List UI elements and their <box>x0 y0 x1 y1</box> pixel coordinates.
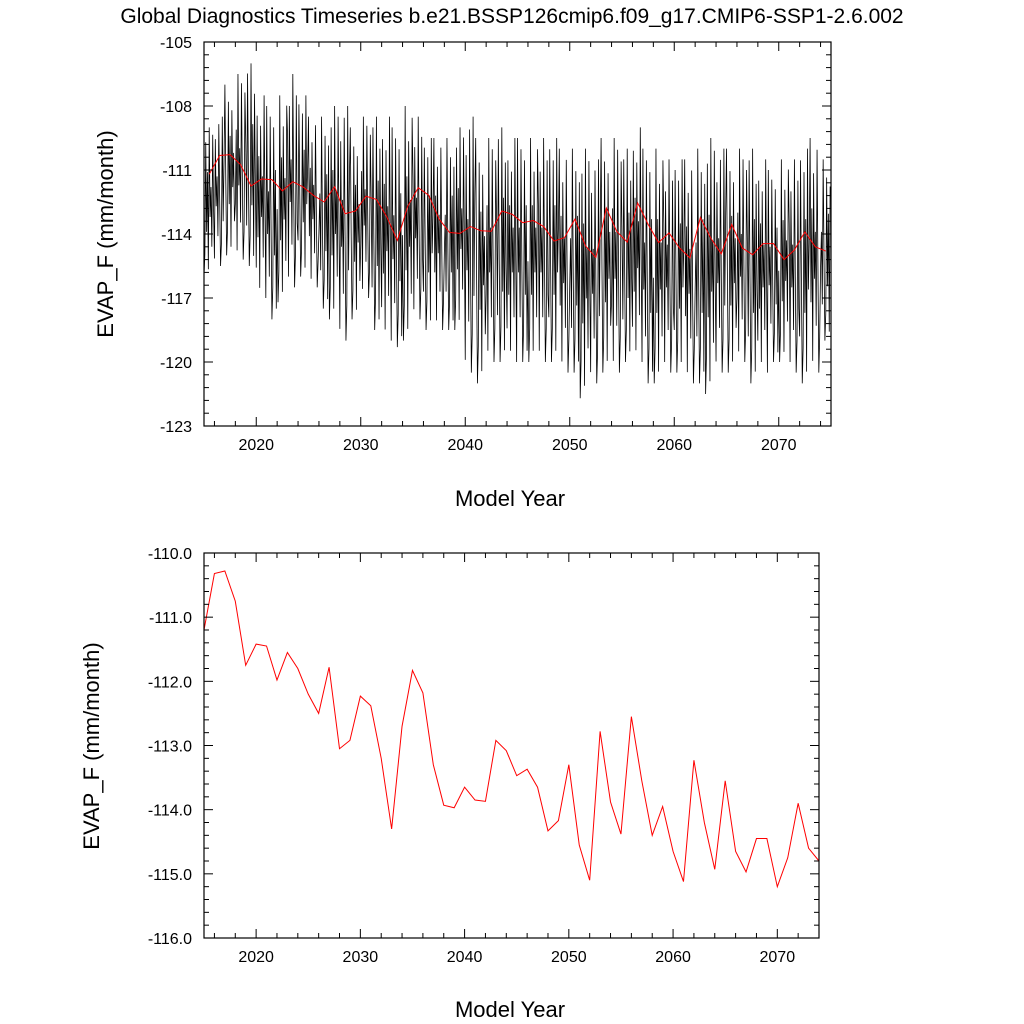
y-tick-label: -117 <box>161 291 192 308</box>
monthly-series-line <box>203 63 831 399</box>
x-tick-label: 2070 <box>761 437 797 454</box>
x-tick-label: 2070 <box>760 949 796 966</box>
x-tick-label: 2040 <box>447 949 483 966</box>
x-tick-label: 2020 <box>238 437 274 454</box>
annual-mean-line <box>208 154 826 261</box>
x-tick-label: 2030 <box>343 437 379 454</box>
y-tick-label: -113.0 <box>148 739 192 756</box>
y-tick-label: -115.0 <box>148 867 192 884</box>
x-tick-label: 2050 <box>551 949 587 966</box>
x-tick-label: 2030 <box>343 949 379 966</box>
annual-mean-line <box>203 570 820 889</box>
top-panel: 2020 2030 2040 2050 2060 2070 -105 -108 -111 -114… <box>93 35 832 511</box>
y-tick-label: -116.0 <box>148 931 192 948</box>
top-ticks: 2020 2030 2040 2050 2060 2070 -105 -108 -111 -114… <box>160 35 831 454</box>
x-tick-label: 2040 <box>447 437 483 454</box>
top-y-axis-title: EVAP_F (mm/month) <box>93 130 118 337</box>
bottom-ticks: 2020 2030 2040 2050 2060 2070 -110.0 -111.0 -112… <box>148 546 820 966</box>
x-tick-label: 2060 <box>655 949 691 966</box>
chart-title: Global Diagnostics Timeseries b.e21.BSSP… <box>120 5 903 28</box>
x-tick-label: 2020 <box>238 949 274 966</box>
bottom-plot-area <box>203 570 820 889</box>
top-plot-area <box>203 63 831 399</box>
bottom-panel: 2020 2030 2040 2050 2060 2070 -110.0 -111.0 -112… <box>79 546 820 1022</box>
y-tick-label: -111 <box>162 163 192 180</box>
y-tick-label: -111.0 <box>149 610 192 627</box>
x-tick-label: 2060 <box>656 437 692 454</box>
y-tick-label: -105 <box>160 35 192 52</box>
x-tick-label: 2050 <box>552 437 588 454</box>
top-x-axis-title: Model Year <box>455 486 565 511</box>
bottom-x-axis-title: Model Year <box>455 997 565 1022</box>
y-tick-label: -123 <box>160 419 192 436</box>
y-tick-label: -112.0 <box>148 674 192 691</box>
bottom-y-axis-title: EVAP_F (mm/month) <box>79 642 104 849</box>
y-tick-label: -114.0 <box>148 803 192 820</box>
y-tick-label: -110.0 <box>148 546 192 563</box>
y-tick-label: -114 <box>161 227 192 244</box>
y-tick-label: -120 <box>160 355 192 372</box>
y-tick-label: -108 <box>160 99 192 116</box>
